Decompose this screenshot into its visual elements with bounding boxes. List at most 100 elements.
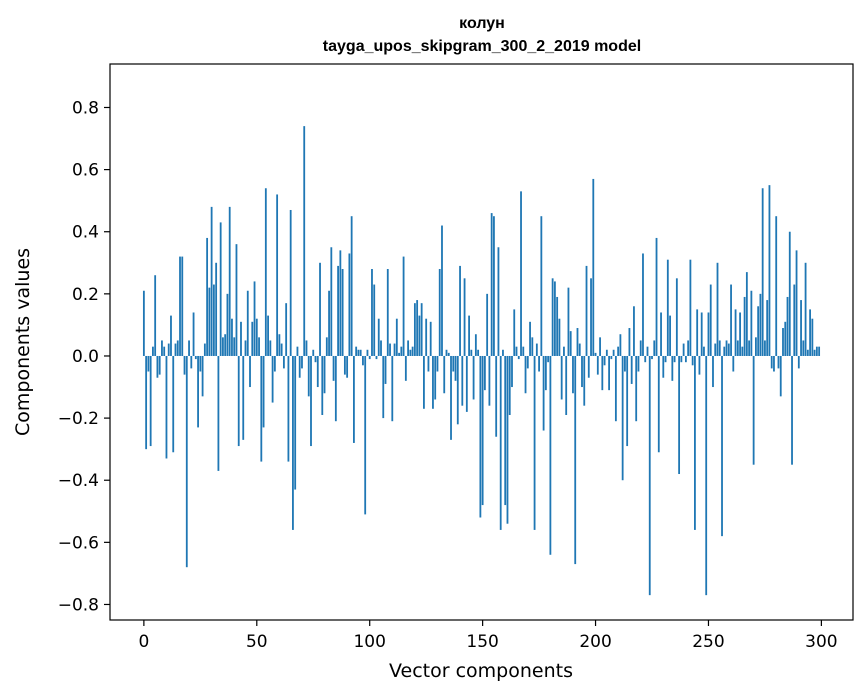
bar-112 xyxy=(395,318,398,356)
bar-245 xyxy=(696,309,699,356)
bar-200 xyxy=(594,352,597,356)
bar-78 xyxy=(319,262,321,356)
y-tick-label: 0.4 xyxy=(72,223,99,243)
bar-194 xyxy=(581,355,583,388)
bar-255 xyxy=(718,340,721,356)
bar-141 xyxy=(461,355,464,406)
bar-289 xyxy=(795,250,798,356)
bar-256 xyxy=(721,355,723,537)
bar-94 xyxy=(355,346,358,356)
bar-13 xyxy=(172,355,175,453)
bar-234 xyxy=(671,355,674,381)
bar-128 xyxy=(432,355,434,409)
bar-118 xyxy=(409,349,412,356)
bar-49 xyxy=(253,281,256,356)
bar-179 xyxy=(547,355,550,363)
bar-33 xyxy=(217,355,220,471)
bar-67 xyxy=(294,355,297,490)
bar-215 xyxy=(628,328,631,356)
bar-244 xyxy=(694,355,696,530)
bar-269 xyxy=(750,290,753,356)
bar-73 xyxy=(307,355,310,397)
bar-280 xyxy=(775,216,778,356)
bar-250 xyxy=(707,312,710,356)
bar-168 xyxy=(522,346,525,356)
bar-171 xyxy=(529,321,531,356)
bar-7 xyxy=(158,355,161,375)
bar-24 xyxy=(197,355,199,428)
bar-6 xyxy=(156,355,159,378)
bar-71 xyxy=(303,126,306,356)
bar-290 xyxy=(797,355,800,369)
bar-123 xyxy=(420,303,423,356)
bar-87 xyxy=(339,250,342,356)
bar-174 xyxy=(535,343,538,356)
bar-36 xyxy=(224,334,227,356)
bar-58 xyxy=(273,355,276,372)
bar-121 xyxy=(416,300,419,356)
bar-95 xyxy=(357,349,360,356)
y-tick-label: 0.0 xyxy=(72,347,99,367)
bar-52 xyxy=(260,355,263,462)
bar-140 xyxy=(459,265,461,356)
bar-240 xyxy=(684,355,687,363)
bar-32 xyxy=(215,262,218,356)
bar-103 xyxy=(375,355,378,360)
bar-192 xyxy=(576,328,579,356)
bar-54 xyxy=(264,188,267,356)
bar-181 xyxy=(551,278,554,356)
bar-105 xyxy=(380,340,382,356)
bar-85 xyxy=(334,355,337,422)
bar-15 xyxy=(176,340,179,356)
bar-283 xyxy=(782,328,784,356)
bar-209 xyxy=(614,355,617,422)
bar-297 xyxy=(813,349,816,356)
y-tick-label: −0.2 xyxy=(58,409,99,429)
bar-2 xyxy=(147,355,150,372)
bar-125 xyxy=(425,318,428,356)
bar-188 xyxy=(567,287,570,356)
bar-185 xyxy=(560,355,563,400)
bar-294 xyxy=(806,349,809,356)
bar-177 xyxy=(542,355,545,431)
plot-area-frame xyxy=(109,63,854,621)
bar-173 xyxy=(533,355,536,530)
bar-246 xyxy=(698,355,701,375)
bar-266 xyxy=(743,296,746,356)
bar-176 xyxy=(540,216,543,356)
bar-79 xyxy=(321,355,324,415)
bar-138 xyxy=(454,355,457,381)
bar-27 xyxy=(203,343,206,356)
bar-275 xyxy=(764,340,766,356)
bar-131 xyxy=(438,269,441,356)
bar-46 xyxy=(246,290,249,356)
bar-184 xyxy=(558,318,561,356)
bar-5 xyxy=(154,275,157,356)
y-tick-label: 0.8 xyxy=(72,98,99,118)
bar-156 xyxy=(495,355,498,437)
x-axis-ticks: 0 50 100 150 200 250 300 xyxy=(138,620,838,652)
bar-151 xyxy=(483,355,486,391)
bar-116 xyxy=(404,355,407,381)
bar-236 xyxy=(675,278,678,356)
bar-260 xyxy=(730,284,732,356)
bar-232 xyxy=(666,259,669,356)
bar-106 xyxy=(382,355,385,419)
bar-253 xyxy=(714,343,717,356)
bar-61 xyxy=(280,343,283,356)
bar-298 xyxy=(815,346,818,356)
y-axis-label: Components values xyxy=(12,248,34,436)
bar-205 xyxy=(605,349,608,356)
bar-70 xyxy=(301,355,303,369)
bar-189 xyxy=(569,331,572,356)
bar-126 xyxy=(427,355,430,372)
bar-89 xyxy=(343,355,346,375)
bar-178 xyxy=(544,355,547,391)
bar-21 xyxy=(190,355,193,369)
bar-263 xyxy=(736,340,739,356)
bar-166 xyxy=(517,355,520,360)
bar-136 xyxy=(450,355,452,440)
bar-249 xyxy=(705,355,708,596)
bar-100 xyxy=(368,355,371,360)
x-axis-label: Vector components xyxy=(389,660,573,682)
